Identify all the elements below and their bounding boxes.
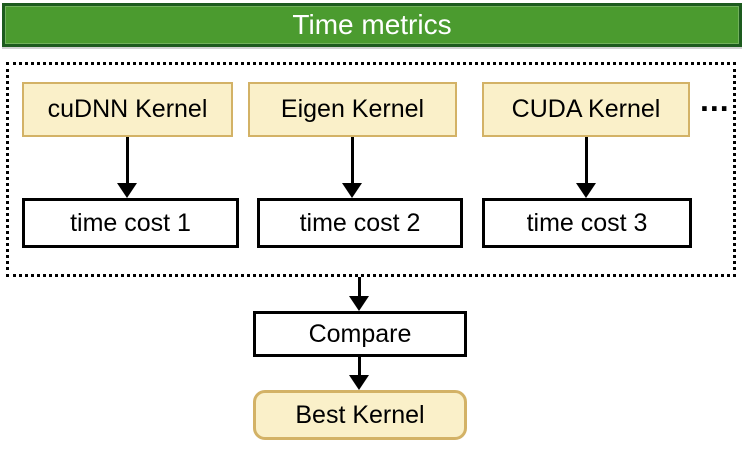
time-cost-3-label: time cost 3 — [526, 208, 648, 237]
eigen-kernel-label: Eigen Kernel — [280, 95, 425, 123]
arrow-head-icon — [576, 183, 596, 198]
arrow-shaft — [357, 357, 361, 377]
kernel-candidates-container — [6, 62, 736, 277]
cuda-kernel-label: CUDA Kernel — [511, 95, 661, 123]
arrow-container-to-compare — [349, 277, 369, 311]
arrow-shaft — [357, 277, 361, 298]
best-kernel-box: Best Kernel — [253, 390, 467, 440]
arrow-shaft — [350, 137, 354, 185]
cudnn-kernel-label: cuDNN Kernel — [47, 95, 208, 123]
arrow-cudnn-to-cost1 — [117, 137, 137, 198]
compare-label: Compare — [308, 319, 412, 348]
header-banner: Time metrics — [2, 3, 742, 47]
time-cost-1-label: time cost 1 — [70, 208, 191, 237]
arrow-shaft — [584, 137, 588, 185]
time-cost-3-box: time cost 3 — [482, 198, 692, 248]
best-kernel-label: Best Kernel — [295, 400, 425, 429]
more-kernels-ellipsis: ... — [700, 82, 730, 118]
time-cost-2-label: time cost 2 — [299, 208, 421, 237]
arrow-head-icon — [349, 375, 369, 390]
arrow-head-icon — [342, 183, 362, 198]
header-title: Time metrics — [292, 9, 452, 40]
cuda-kernel-box: CUDA Kernel — [482, 82, 690, 137]
time-cost-2-box: time cost 2 — [257, 198, 463, 248]
arrow-shaft — [125, 137, 129, 185]
cudnn-kernel-box: cuDNN Kernel — [22, 82, 233, 137]
arrow-eigen-to-cost2 — [342, 137, 362, 198]
time-cost-1-box: time cost 1 — [22, 198, 239, 248]
compare-box: Compare — [253, 311, 467, 357]
arrow-compare-to-best — [349, 357, 369, 390]
arrow-cuda-to-cost3 — [576, 137, 596, 198]
arrow-head-icon — [117, 183, 137, 198]
arrow-head-icon — [349, 296, 369, 311]
eigen-kernel-box: Eigen Kernel — [248, 82, 457, 137]
